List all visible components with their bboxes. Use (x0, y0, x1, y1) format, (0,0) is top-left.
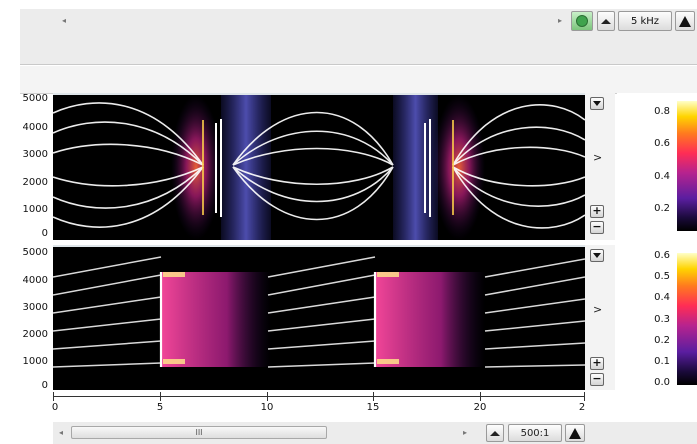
y-tick: 1000 (22, 204, 48, 215)
panel1-y-axis: 5000 4000 3000 2000 1000 0 (0, 93, 52, 240)
colorbar-tick: 0.2 (654, 203, 670, 214)
panel1-collapse-button[interactable] (590, 97, 604, 110)
spectrogram-top-image (53, 95, 585, 240)
x-tick-label: 15 (366, 402, 380, 413)
y-tick: 1000 (22, 356, 48, 367)
colorbar-tick: 0.6 (654, 250, 670, 261)
x-tick-label: 20 (473, 402, 487, 413)
mountain-button[interactable] (597, 11, 615, 31)
colorbar-tick: 0.5 (654, 271, 670, 282)
panel1-zoom-out-button[interactable]: − (590, 221, 604, 234)
y-tick: 5000 (22, 93, 48, 104)
panel1-expand-chevron[interactable]: > (593, 151, 603, 164)
mountain-icon (490, 430, 500, 436)
frequency-button[interactable]: 5 kHz (618, 11, 672, 31)
triangle-up-icon (569, 427, 581, 439)
panel2-collapse-button[interactable] (590, 249, 604, 262)
x-tick-label: 0 (51, 402, 59, 413)
panel2-zoom-out-button[interactable]: − (590, 373, 604, 386)
zoom-ratio-label: 500:1 (520, 427, 550, 439)
frequency-label: 5 kHz (630, 15, 660, 27)
scroll-thumb[interactable]: III (71, 426, 327, 439)
x-tick-label: 5 (156, 402, 164, 413)
y-tick: 5000 (22, 247, 48, 258)
panel2-y-axis: 5000 4000 3000 2000 1000 0 (0, 245, 52, 391)
globe-button[interactable] (571, 11, 593, 31)
x-major-tick (53, 392, 54, 401)
spectrogram-panel-top[interactable] (53, 93, 585, 240)
top-toolbar: ◂ ▸ 5 kHz (20, 9, 697, 65)
y-tick: 0 (41, 228, 48, 239)
panel2-zoom-in-button[interactable]: + (590, 357, 604, 370)
scroll-left-icon[interactable]: ◂ (62, 16, 67, 25)
colorbar-tick: 0.4 (654, 292, 670, 303)
y-tick: 4000 (22, 275, 48, 286)
y-tick: 2000 (22, 177, 48, 188)
scroll-right-icon[interactable]: ▸ (463, 428, 468, 437)
panel1-colorbar (677, 101, 697, 231)
x-major-tick (480, 392, 481, 401)
time-x-axis: 0 5 10 15 20 2 (51, 392, 586, 418)
panel1-colorbar-area: 0.8 0.6 0.4 0.2 (617, 93, 697, 240)
panel1-side-controls: > + − (585, 93, 615, 240)
colorbar-tick: 0.4 (654, 171, 670, 182)
x-tick-label: 10 (260, 402, 274, 413)
panel2-expand-chevron[interactable]: > (593, 303, 603, 316)
y-tick: 3000 (22, 302, 48, 313)
zoom-ratio-button[interactable]: 500:1 (508, 424, 562, 442)
colorbar-tick: 0.8 (654, 106, 670, 117)
scroll-left-icon[interactable]: ◂ (59, 428, 64, 437)
colorbar-tick: 0.6 (654, 138, 670, 149)
y-tick: 4000 (22, 122, 48, 133)
green-globe-icon (576, 15, 588, 27)
panel2-colorbar (677, 253, 697, 385)
x-major-tick (584, 392, 585, 401)
panel1-zoom-in-button[interactable]: + (590, 205, 604, 218)
y-tick: 0 (41, 380, 48, 391)
colorbar-tick: 0.1 (654, 356, 670, 367)
secondary-bar (20, 66, 697, 94)
zoom-up-button[interactable] (565, 424, 585, 442)
colorbar-tick: 0.3 (654, 314, 670, 325)
x-major-tick (160, 392, 161, 401)
y-tick: 3000 (22, 149, 48, 160)
mountain-icon (601, 18, 611, 24)
chevron-down-icon (593, 253, 601, 258)
x-major-tick (373, 392, 374, 401)
triangle-up-icon (679, 15, 691, 27)
y-tick: 2000 (22, 329, 48, 340)
bottom-scrollbar: ◂ III ▸ 500:1 (53, 422, 697, 444)
scroll-right-icon[interactable]: ▸ (558, 16, 563, 25)
panel2-colorbar-area: 0.6 0.5 0.4 0.3 0.2 0.1 0.0 (617, 245, 697, 390)
zoom-up-button[interactable] (675, 11, 695, 31)
x-major-tick (267, 392, 268, 401)
chevron-down-icon (593, 101, 601, 106)
colorbar-tick: 0.0 (654, 377, 670, 388)
spectrogram-bottom-image (53, 256, 585, 368)
scroll-grip: III (195, 428, 203, 437)
spectrogram-panel-bottom[interactable] (53, 245, 585, 390)
x-tick-label: 2 (578, 402, 586, 413)
x-axis-line (53, 396, 585, 397)
colorbar-tick: 0.2 (654, 335, 670, 346)
panel2-side-controls: > + − (585, 245, 615, 390)
zoom-mountain-button[interactable] (486, 424, 504, 442)
